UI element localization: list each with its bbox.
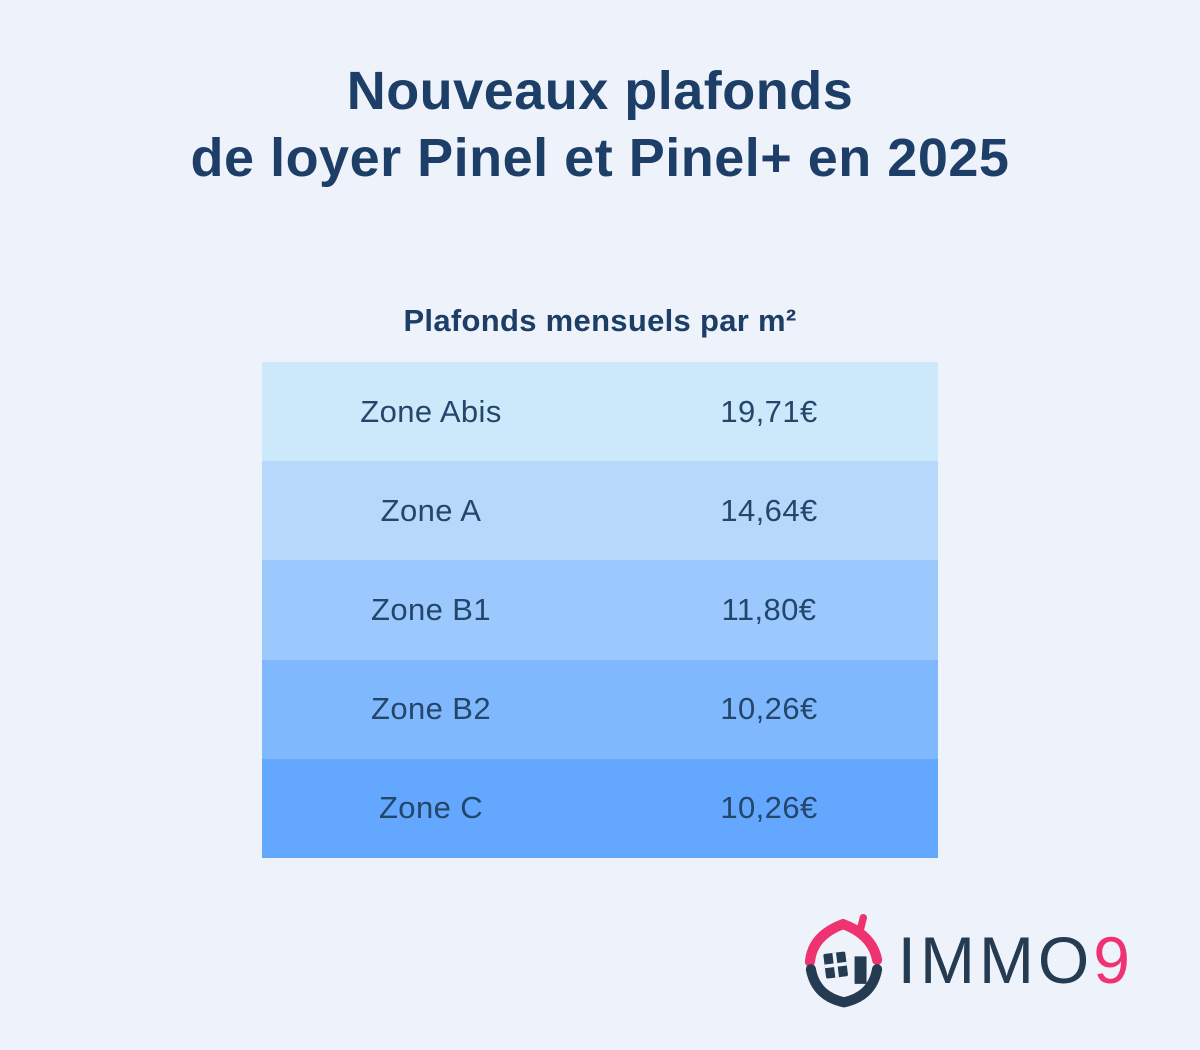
zone-cell: Zone C: [378, 790, 484, 826]
logo-text: IMMO9: [898, 912, 1134, 1008]
table-row: Zone C 10,26€: [262, 758, 938, 858]
price-cell: 10,26€: [720, 790, 818, 826]
house-icon: [804, 914, 882, 1008]
zone-cell: Zone B2: [371, 691, 491, 727]
logo-text-accent: 9: [1093, 923, 1134, 997]
rent-ceiling-table: Zone Abis 19,71€ Zone A 14,64€ Zone B1 1…: [262, 362, 938, 858]
table-row: Zone B1 11,80€: [262, 560, 938, 660]
table-row: Zone A 14,64€: [262, 461, 938, 561]
price-cell: 19,71€: [720, 393, 818, 429]
title-line-1: Nouveaux plafonds: [346, 61, 854, 121]
zone-cell: Zone B1: [371, 591, 491, 627]
logo-text-main: IMMO: [897, 923, 1094, 997]
table-row: Zone B2 10,26€: [262, 659, 938, 759]
price-cell: 10,26€: [720, 691, 818, 727]
zone-cell: Zone Abis: [360, 393, 502, 429]
table-row: Zone Abis 19,71€: [262, 362, 938, 462]
immo9-logo: IMMO9: [798, 912, 1134, 1008]
price-cell: 14,64€: [720, 492, 818, 528]
title-line-2: de loyer Pinel et Pinel+ en 2025: [190, 128, 1010, 188]
page-title: Nouveaux plafonds de loyer Pinel et Pine…: [0, 58, 1200, 192]
zone-cell: Zone A: [380, 492, 482, 528]
table-heading: Plafonds mensuels par m²: [403, 303, 797, 338]
price-cell: 11,80€: [721, 591, 817, 627]
